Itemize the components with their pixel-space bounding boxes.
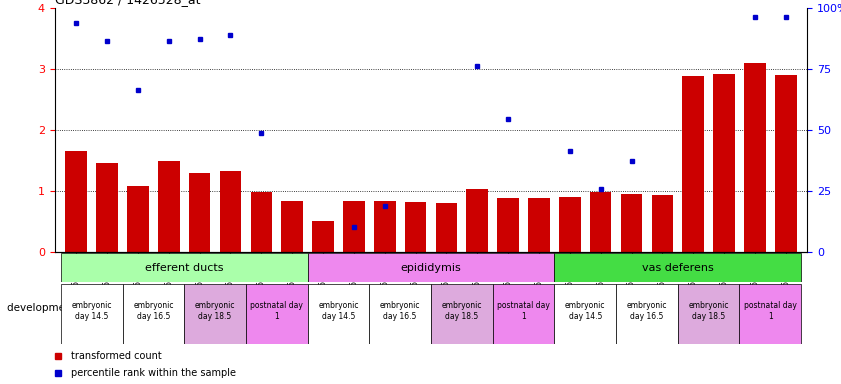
- Bar: [251, 192, 272, 252]
- Bar: [374, 201, 395, 252]
- Bar: [775, 75, 796, 252]
- Bar: [559, 197, 580, 252]
- Bar: [467, 189, 488, 252]
- Bar: [554, 284, 616, 344]
- Bar: [123, 284, 184, 344]
- Bar: [158, 161, 180, 252]
- Bar: [621, 194, 643, 252]
- Bar: [739, 284, 801, 344]
- Text: embryonic
day 18.5: embryonic day 18.5: [689, 301, 729, 321]
- Text: embryonic
day 14.5: embryonic day 14.5: [318, 301, 359, 321]
- Bar: [497, 198, 519, 252]
- Text: embryonic
day 16.5: embryonic day 16.5: [627, 301, 667, 321]
- Bar: [405, 202, 426, 252]
- Bar: [184, 284, 246, 344]
- Bar: [189, 174, 210, 252]
- Text: embryonic
day 18.5: embryonic day 18.5: [195, 301, 235, 321]
- Bar: [431, 284, 493, 344]
- Bar: [744, 63, 765, 252]
- Text: development stage: development stage: [8, 303, 108, 313]
- Text: postnatal day
1: postnatal day 1: [744, 301, 796, 321]
- Bar: [97, 163, 118, 252]
- Bar: [590, 192, 611, 252]
- Bar: [127, 186, 149, 252]
- Text: postnatal day
1: postnatal day 1: [497, 301, 550, 321]
- Text: embryonic
day 18.5: embryonic day 18.5: [442, 301, 482, 321]
- Bar: [220, 171, 241, 252]
- Text: embryonic
day 14.5: embryonic day 14.5: [565, 301, 606, 321]
- Text: GDS3862 / 1426528_at: GDS3862 / 1426528_at: [55, 0, 200, 7]
- Text: tissue: tissue: [77, 262, 108, 271]
- Text: embryonic
day 16.5: embryonic day 16.5: [133, 301, 173, 321]
- Bar: [308, 284, 369, 344]
- Bar: [369, 284, 431, 344]
- Text: embryonic
day 14.5: embryonic day 14.5: [71, 301, 112, 321]
- Text: epididymis: epididymis: [400, 263, 462, 273]
- Bar: [66, 151, 87, 252]
- Bar: [652, 195, 673, 252]
- Bar: [682, 76, 704, 252]
- Text: transformed count: transformed count: [71, 351, 162, 361]
- Bar: [343, 201, 365, 252]
- Bar: [436, 203, 458, 252]
- Bar: [246, 284, 308, 344]
- Bar: [312, 221, 334, 252]
- Bar: [493, 284, 554, 344]
- Bar: [61, 284, 123, 344]
- Text: efferent ducts: efferent ducts: [145, 263, 224, 273]
- Bar: [282, 201, 303, 252]
- Text: postnatal day
1: postnatal day 1: [251, 301, 304, 321]
- Bar: [678, 284, 739, 344]
- Text: embryonic
day 16.5: embryonic day 16.5: [380, 301, 420, 321]
- Bar: [554, 253, 801, 282]
- Text: vas deferens: vas deferens: [642, 263, 714, 273]
- Text: percentile rank within the sample: percentile rank within the sample: [71, 368, 236, 379]
- Bar: [713, 73, 735, 252]
- Bar: [61, 253, 308, 282]
- Bar: [528, 198, 550, 252]
- Bar: [616, 284, 678, 344]
- Bar: [308, 253, 554, 282]
